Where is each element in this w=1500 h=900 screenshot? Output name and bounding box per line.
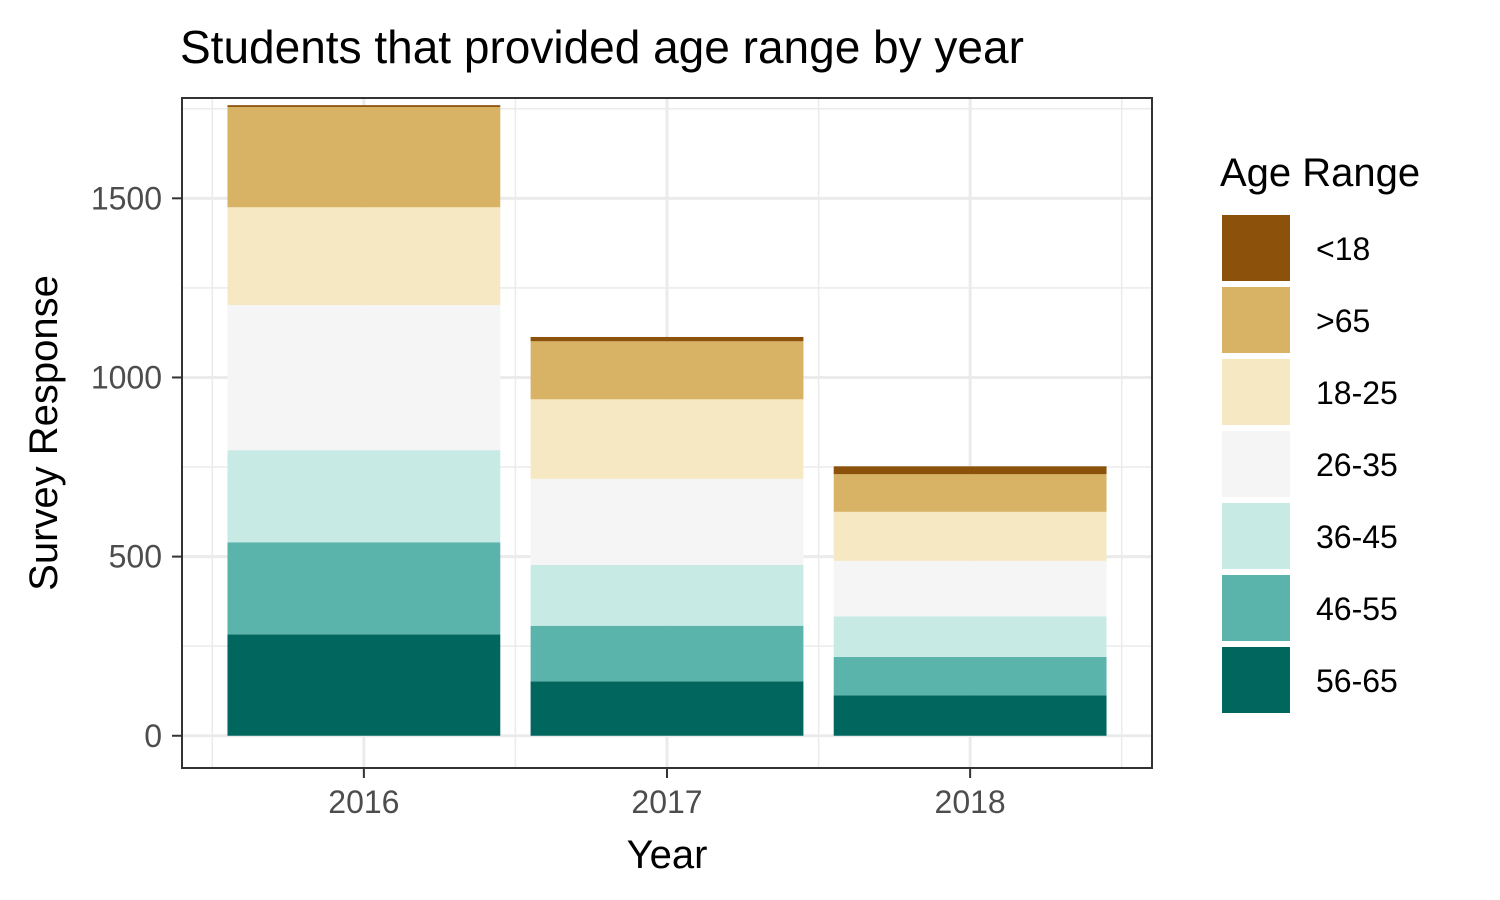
y-tick-label: 1000 — [91, 359, 162, 395]
bar-segment-2017->65 — [530, 341, 804, 400]
y-tick-label: 1500 — [91, 180, 162, 216]
bar-segment-2018-36-45 — [833, 616, 1107, 657]
bar-segment-2017-46-55 — [530, 625, 804, 682]
bar-segment-2017-56-65 — [530, 681, 804, 736]
legend-key-<18 — [1222, 215, 1290, 281]
bars — [227, 105, 1107, 736]
legend-key-56-65 — [1222, 647, 1290, 713]
legend-title: Age Range — [1220, 151, 1420, 195]
bar-segment-2017-26-35 — [530, 478, 804, 565]
bar-segment-2016-36-45 — [227, 450, 501, 543]
x-tick-label: 2017 — [631, 784, 702, 820]
bar-segment-2017-<18 — [530, 336, 804, 342]
bar-segment-2016-56-65 — [227, 634, 501, 736]
bar-segment-2016->65 — [227, 106, 501, 208]
bar-segment-2018-56-65 — [833, 695, 1107, 736]
legend-key->65 — [1222, 287, 1290, 353]
x-axis: 2016 2017 2018 — [328, 768, 1006, 820]
bar-segment-2018-<18 — [833, 466, 1107, 475]
legend-key-18-25 — [1222, 359, 1290, 425]
bar-segment-2018-46-55 — [833, 656, 1107, 696]
y-tick-label: 0 — [144, 718, 162, 754]
legend: Age Range <18 >65 18-25 26-35 36-45 46-55 56-6… — [1220, 151, 1420, 713]
x-axis-title: Year — [627, 833, 708, 877]
bar-segment-2016-26-35 — [227, 305, 501, 451]
x-tick-label: 2018 — [935, 784, 1006, 820]
bar-segment-2017-18-25 — [530, 399, 804, 479]
y-axis-title: Survey Response — [22, 275, 66, 591]
plot-area: 0 500 1000 1500 2016 2017 2018 — [91, 97, 1153, 820]
bar-segment-2018->65 — [833, 474, 1107, 512]
legend-key-26-35 — [1222, 431, 1290, 497]
legend-label: 46-55 — [1316, 591, 1398, 627]
bar-segment-2017-36-45 — [530, 564, 804, 626]
bar-segment-2018-18-25 — [833, 511, 1107, 561]
legend-key-46-55 — [1222, 575, 1290, 641]
legend-items: <18 >65 18-25 26-35 36-45 46-55 56-65 — [1222, 215, 1398, 713]
chart-title: Students that provided age range by year — [180, 21, 1024, 73]
y-axis: 0 500 1000 1500 — [91, 180, 182, 754]
legend-label: 26-35 — [1316, 447, 1398, 483]
legend-label: 36-45 — [1316, 519, 1398, 555]
legend-key-36-45 — [1222, 503, 1290, 569]
x-tick-label: 2016 — [328, 784, 399, 820]
legend-label: 56-65 — [1316, 663, 1398, 699]
legend-label: 18-25 — [1316, 375, 1398, 411]
bar-segment-2016-46-55 — [227, 542, 501, 635]
bar-segment-2016-18-25 — [227, 207, 501, 306]
legend-label: >65 — [1316, 303, 1370, 339]
bar-segment-2018-26-35 — [833, 560, 1107, 617]
y-tick-label: 500 — [109, 539, 162, 575]
bar-segment-2016-<18 — [227, 105, 501, 107]
legend-label: <18 — [1316, 231, 1370, 267]
